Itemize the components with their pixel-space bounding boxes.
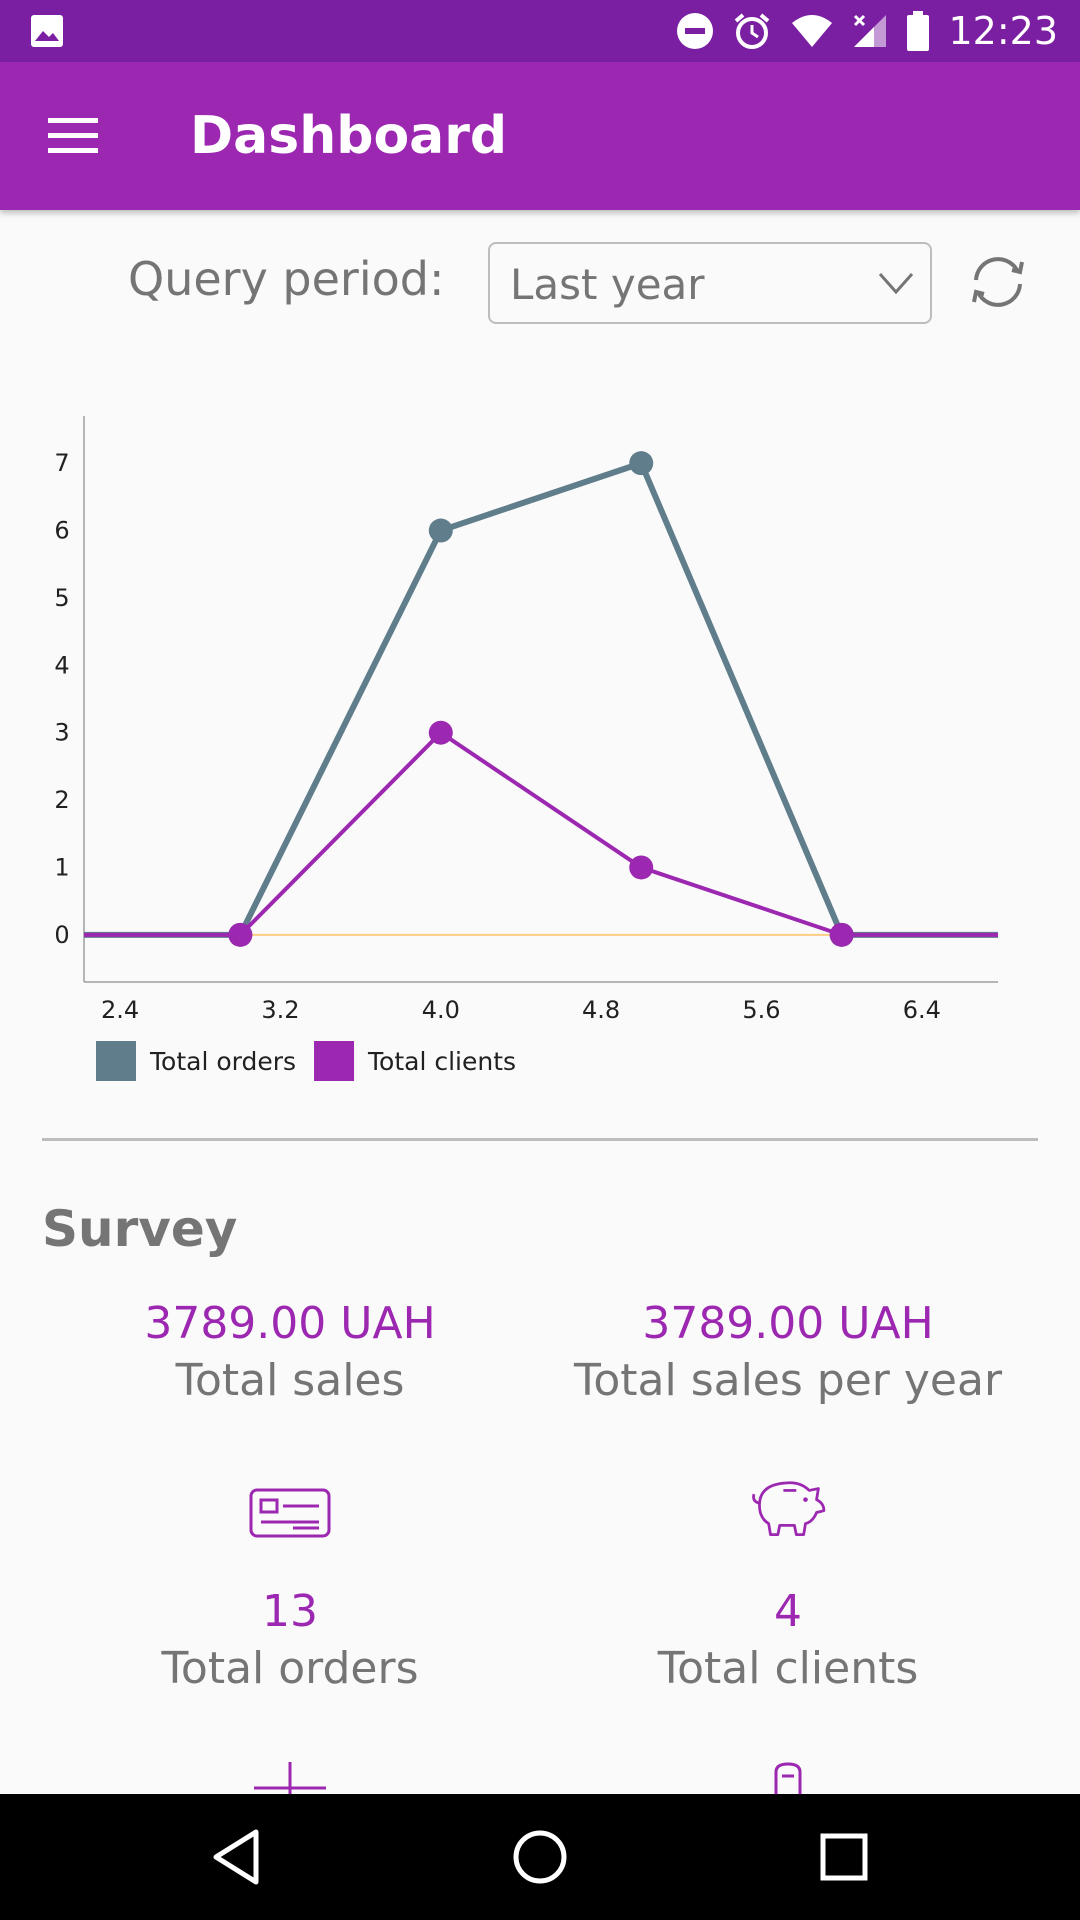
divider [42,1138,1038,1141]
data-point [629,451,654,476]
home-icon[interactable] [507,1824,573,1890]
data-point [829,922,854,947]
x-tick-label: 5.6 [742,996,780,1024]
stat-label: Total orders [161,1643,419,1694]
refresh-icon[interactable] [964,250,1032,314]
signal-icon [854,14,887,47]
x-tick-label: 2.4 [101,996,139,1024]
status-time: 12:23 [948,9,1058,53]
do-not-disturb-icon [677,13,714,49]
stat-value: 3789.00 UAH [144,1298,436,1349]
y-tick-label: 4 [54,651,69,679]
stat-label: Total sales per year [573,1355,1003,1406]
wifi-icon [792,15,833,47]
survey-title: Survey [42,1200,238,1258]
receipt-icon [249,1488,331,1538]
data-point [428,720,453,745]
data-point [428,518,453,543]
battery-icon [907,11,930,51]
alarm-icon [735,13,770,49]
y-tick-label: 6 [54,517,69,545]
query-period-label: Query period: [128,252,445,306]
partial-icon [774,1762,802,1794]
chevron-down-icon [878,273,914,295]
y-tick-label: 1 [54,853,69,881]
back-icon[interactable] [204,1824,270,1890]
y-tick-label: 0 [54,921,69,949]
y-tick-label: 7 [54,449,69,477]
status-bar: 12:23 [0,0,1080,62]
query-period-value: Last year [510,260,705,309]
series-line [84,730,998,937]
page-title: Dashboard [190,106,508,166]
app-bar: Dashboard [0,62,1080,210]
hamburger-menu-icon[interactable] [38,108,108,164]
stat-value: 4 [774,1586,802,1637]
stat-label: Total sales [175,1355,405,1406]
y-tick-label: 5 [54,584,69,612]
partial-icon [254,1762,326,1794]
line-chart: 0 1 2 3 4 5 6 7 2.4 3.2 4.0 4.8 5.6 6.4 Total orders To… [54,416,998,1081]
query-period-dropdown[interactable]: Last year [488,242,932,324]
stat-total-clients: 4 Total clients [538,1586,1038,1694]
stat-total-sales-per-year: 3789.00 UAH Total sales per year [538,1298,1038,1406]
legend-swatch [314,1041,355,1081]
stat-total-sales: 3789.00 UAH Total sales [40,1298,540,1406]
series-line [84,460,998,938]
legend-label: Total orders [149,1047,296,1076]
x-tick-label: 3.2 [261,996,299,1024]
x-tick-label: 4.8 [582,996,620,1024]
image-icon [31,15,63,47]
legend-label: Total clients [367,1047,516,1076]
data-point [629,855,654,880]
navigation-bar [0,1794,1080,1920]
legend-swatch [96,1041,136,1081]
piggy-bank-icon [752,1481,826,1537]
stat-value: 3789.00 UAH [642,1298,934,1349]
recents-icon[interactable] [811,1824,877,1890]
x-tick-label: 6.4 [903,996,941,1024]
stat-total-orders: 13 Total orders [40,1586,540,1694]
stat-value: 13 [262,1586,318,1637]
x-tick-label: 4.0 [422,996,460,1024]
data-point [228,922,253,947]
stat-label: Total clients [657,1643,919,1694]
y-tick-label: 2 [54,786,69,814]
y-tick-label: 3 [54,719,69,747]
